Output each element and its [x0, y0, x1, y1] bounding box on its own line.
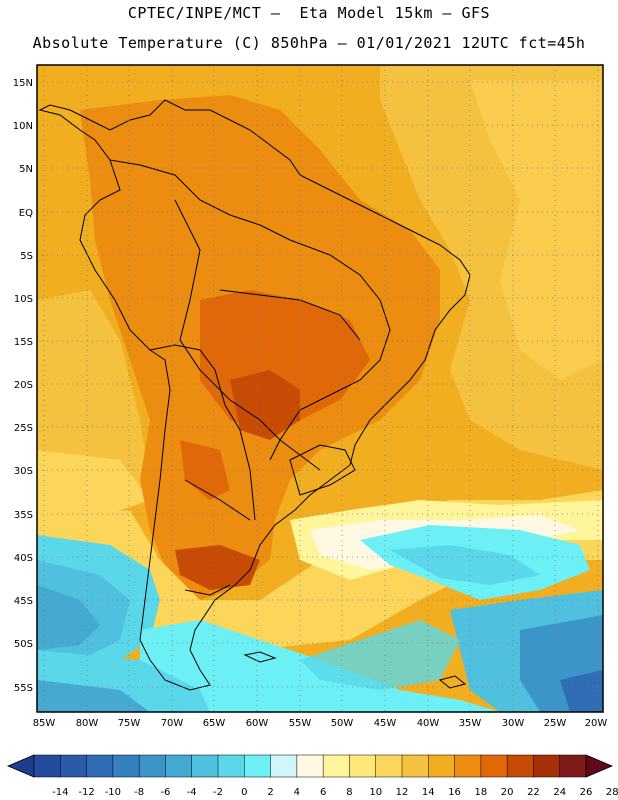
coastline [38, 99, 471, 691]
colorbar-cell [165, 754, 193, 778]
colorbar-cell [191, 754, 219, 778]
colorbar-cell [428, 754, 456, 778]
colorbar-label: 10 [369, 787, 382, 798]
colorbar-label: 2 [267, 787, 273, 798]
lat-label: 15S [14, 337, 33, 348]
colorbar-labels: -14 -12 -10 -8 -6 -4 -2 0 2 4 6 8 10 12 14 16 18 20 22 24 26… [52, 787, 618, 798]
lon-label: 25W [544, 718, 567, 729]
colorbar-label: 22 [527, 787, 540, 798]
lat-label: 45S [14, 596, 33, 607]
colorbar-cell [244, 754, 272, 778]
colorbar-label: 12 [396, 787, 409, 798]
colorbar-label: 8 [346, 787, 352, 798]
colorbar-label: 24 [553, 787, 566, 798]
colorbar-cell [296, 754, 324, 778]
lon-label: 70W [161, 718, 184, 729]
colorbar-label: -12 [78, 787, 94, 798]
colorbar-cell [138, 754, 166, 778]
map-frame [36, 64, 604, 713]
lat-label: 50S [14, 639, 33, 650]
colorbar-cell [454, 754, 482, 778]
lon-label: 85W [33, 718, 56, 729]
colorbar-label: -14 [52, 787, 68, 798]
longitude-axis: 85W 80W 75W 70W 65W 60W 55W 50W 45W 40W … [33, 718, 608, 729]
colorbar-cell [506, 754, 534, 778]
colorbar-cell [322, 754, 350, 778]
color-legend: -14 -12 -10 -8 -6 -4 -2 0 2 4 6 8 10 12 14 16 18 20 22 24 26… [6, 754, 618, 798]
colorbar-label: 4 [294, 787, 300, 798]
colorbar-label: 6 [320, 787, 326, 798]
colorbar-label: -4 [187, 787, 197, 798]
lon-label: 35W [459, 718, 482, 729]
colorbar-label: -2 [213, 787, 223, 798]
colorbar-cell [349, 754, 377, 778]
colorbar-label: 28 [606, 787, 618, 798]
colorbar-cell [559, 754, 587, 778]
lon-label: 40W [417, 718, 440, 729]
lat-label: 5S [20, 251, 33, 262]
lat-label: 55S [14, 683, 33, 694]
colorbar-label: -6 [160, 787, 170, 798]
lon-label: 50W [331, 718, 354, 729]
lat-label: 30S [14, 466, 33, 477]
colorbar-cell [401, 754, 429, 778]
lat-label: 5N [19, 164, 33, 175]
colorbar-label: 18 [474, 787, 487, 798]
lat-label: 10N [13, 121, 33, 132]
lon-label: 65W [203, 718, 226, 729]
colorbar-min-arrow [6, 754, 35, 778]
lat-label: 40S [14, 553, 33, 564]
colorbar-cell [112, 754, 140, 778]
colorbar-label: -10 [105, 787, 121, 798]
colorbar-cell [533, 754, 561, 778]
title-line-1: CPTEC/INPE/MCT – Eta Model 15km – GFS [127, 4, 491, 22]
lon-label: 80W [76, 718, 99, 729]
colorbar-cell [480, 754, 508, 778]
colorbar-label: 16 [448, 787, 461, 798]
title-line-2: Absolute Temperature (C) 850hPa – 01/01/… [32, 34, 586, 52]
lon-label: 75W [118, 718, 141, 729]
colorbar-cell [270, 754, 298, 778]
colorbar-cell [60, 754, 88, 778]
lat-label: 25S [14, 423, 33, 434]
lat-label: EQ [19, 208, 33, 219]
colorbar-cell [217, 754, 245, 778]
lon-label: 45W [374, 718, 397, 729]
lat-label: 35S [14, 510, 33, 521]
temperature-field [37, 65, 603, 712]
lon-label: 20W [585, 718, 608, 729]
colorbar-label: 14 [422, 787, 435, 798]
lon-label: 55W [289, 718, 312, 729]
lat-label: 10S [14, 294, 33, 305]
colorbar-label: 20 [501, 787, 514, 798]
lat-label: 15N [13, 78, 33, 89]
colorbar-label: 0 [241, 787, 247, 798]
colorbar-cell [375, 754, 403, 778]
colorbar-cell [86, 754, 114, 778]
colorbar-label: -8 [134, 787, 144, 798]
colorbar-label: 26 [580, 787, 593, 798]
colorbar-max-arrow [585, 754, 614, 778]
lat-label: 20S [14, 380, 33, 391]
lon-label: 30W [502, 718, 525, 729]
latitude-axis: 15N 10N 5N EQ 5S 10S 15S 20S 25S 30S 35S… [13, 78, 33, 694]
lon-label: 60W [246, 718, 269, 729]
colorbar-cells [33, 754, 587, 778]
colorbar-cell [33, 754, 61, 778]
